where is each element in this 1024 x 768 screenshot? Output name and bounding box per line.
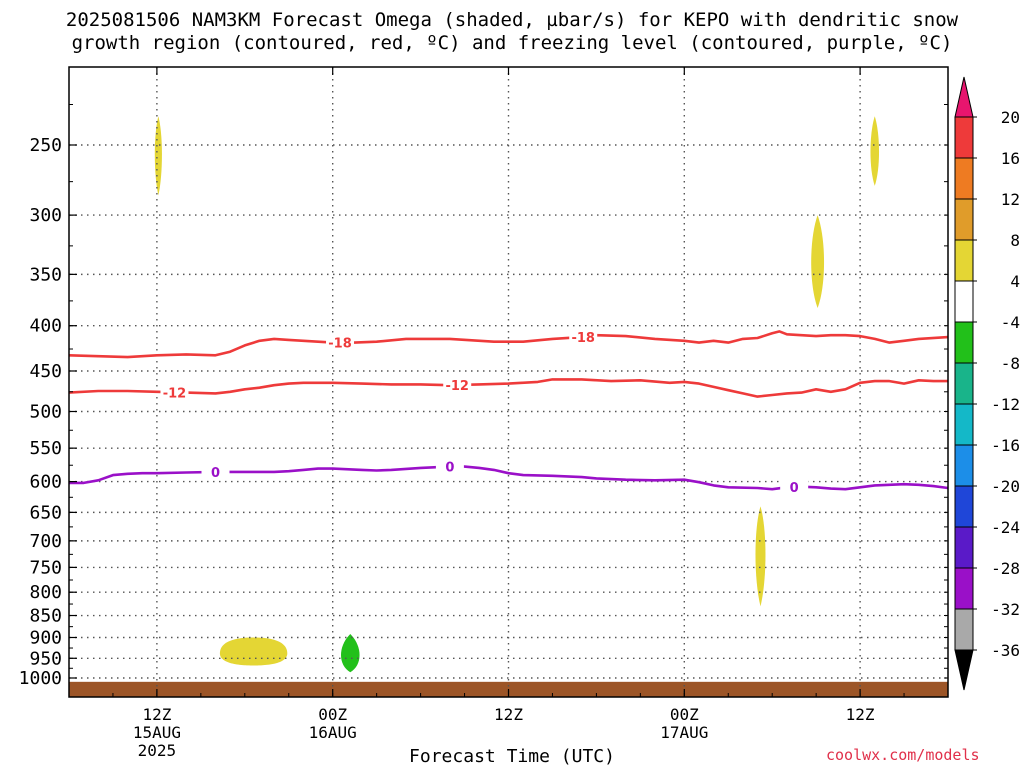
colorbar-tick-label: -16 xyxy=(991,436,1020,455)
y-tick-label-950: 950 xyxy=(29,648,62,669)
colorbar-swatch-4 xyxy=(954,239,974,282)
colorbar-swatch-1 xyxy=(954,116,974,159)
colorbar-tick-label: -36 xyxy=(991,641,1020,660)
colorbar-swatch-11 xyxy=(954,526,974,569)
chart-title-line-2: growth region (contoured, red, ºC) and f… xyxy=(71,32,953,54)
contour-label-bg xyxy=(201,463,230,480)
colorbar-extend-bottom xyxy=(954,649,974,691)
contour-label-bg xyxy=(569,328,598,345)
x-tick-label: 00Z xyxy=(318,705,347,724)
colorbar-swatch-9 xyxy=(954,444,974,487)
colorbar-extend-top xyxy=(954,76,974,118)
omega-shaded-region-1 xyxy=(154,116,162,196)
contour-layer: -18 -18 -12 -12 0 0 0 xyxy=(69,328,948,496)
grid-layer xyxy=(69,67,948,697)
colorbar-tick-label: 20 xyxy=(1001,108,1020,127)
y-tick-label-1000: 1000 xyxy=(19,668,62,689)
contour-label-bg xyxy=(326,334,355,351)
contour-line-m12 xyxy=(69,378,948,398)
colorbar-swatch-8 xyxy=(954,403,974,446)
colorbar-tick-label: 8 xyxy=(1010,231,1020,250)
x-tick-label: 12Z xyxy=(142,705,171,724)
colorbar-tick-label: 12 xyxy=(1001,190,1020,209)
colorbar-tick-label: -12 xyxy=(991,395,1020,414)
y-tick-label-400: 400 xyxy=(29,316,62,337)
contour-label-0: 0 xyxy=(211,466,220,481)
y-tick-label-250: 250 xyxy=(29,135,62,156)
colorbar-tick-label: -4 xyxy=(1001,313,1020,332)
omega-shaded-region-2 xyxy=(870,116,880,186)
y-tick-label-800: 800 xyxy=(29,582,62,603)
omega-shaded-region-5 xyxy=(219,637,288,666)
credit-text: coolwx.com/models xyxy=(826,746,980,764)
y-tick-label-650: 650 xyxy=(29,502,62,523)
colorbar-tick-label: -24 xyxy=(991,518,1020,537)
colorbar-swatch-7 xyxy=(954,362,974,405)
colorbar-tick-label: 4 xyxy=(1010,272,1020,291)
contour-label-m18: -18 xyxy=(571,331,595,346)
colorbar-tick-label: -32 xyxy=(991,600,1020,619)
y-tick-label-600: 600 xyxy=(29,472,62,493)
x-tick-label: 12Z xyxy=(846,705,875,724)
omega-shaded-region-6 xyxy=(340,634,360,673)
y-tick-label-500: 500 xyxy=(29,402,62,423)
contour-label-0: 0 xyxy=(445,461,454,476)
y-tick-label-900: 900 xyxy=(29,627,62,648)
contour-label-m12: -12 xyxy=(445,379,469,394)
colorbar-tick-label: 16 xyxy=(1001,149,1020,168)
contour-label-bg xyxy=(780,479,809,496)
colorbar-tick-label: -8 xyxy=(1001,354,1020,373)
y-tick-label-350: 350 xyxy=(29,264,62,285)
colorbar-tick-label: -20 xyxy=(991,477,1020,496)
contour-label-bg xyxy=(160,384,189,401)
colorbar-swatch-2 xyxy=(954,157,974,200)
x-tick-label: 17AUG xyxy=(660,723,708,742)
x-axis-title: Forecast Time (UTC) xyxy=(409,746,615,767)
y-tick-label-750: 750 xyxy=(29,557,62,578)
x-tick-label: 00Z xyxy=(670,705,699,724)
contour-label-m18: -18 xyxy=(328,337,352,352)
y-tick-label-550: 550 xyxy=(29,438,62,459)
contour-label-bg xyxy=(435,458,464,475)
chart-title-line-1: 2025081506 NAM3KM Forecast Omega (shaded… xyxy=(65,9,959,31)
colorbar-swatch-3 xyxy=(954,198,974,241)
x-tick-label: 16AUG xyxy=(309,723,357,742)
y-tick-label-850: 850 xyxy=(29,606,62,627)
contour-label-m12: -12 xyxy=(163,386,187,401)
contour-label-0: 0 xyxy=(790,481,799,496)
x-tick-label: 15AUG xyxy=(133,723,181,742)
y-axis: 2503003504004505005506006507007508008509… xyxy=(19,103,948,689)
x-tick-label: 2025 xyxy=(138,741,177,760)
colorbar-swatch-6 xyxy=(954,321,974,364)
omega-shaded-region-4 xyxy=(755,506,766,607)
contour-label-bg xyxy=(443,377,472,394)
colorbar-tick-label: -28 xyxy=(991,559,1020,578)
x-tick-label: 12Z xyxy=(494,705,523,724)
y-tick-label-700: 700 xyxy=(29,531,62,552)
colorbar: 20 16 12 8 4 -4 -8 -12 -16 -20 -24 -28 -32 -36 xyxy=(954,76,1020,691)
omega-shaded-region-3 xyxy=(811,215,825,309)
colorbar-swatch-10 xyxy=(954,485,974,528)
colorbar-swatch-12 xyxy=(954,567,974,610)
y-tick-label-300: 300 xyxy=(29,205,62,226)
colorbar-swatch-5 xyxy=(954,280,974,323)
y-tick-label-450: 450 xyxy=(29,361,62,382)
colorbar-swatch-13 xyxy=(954,608,974,651)
